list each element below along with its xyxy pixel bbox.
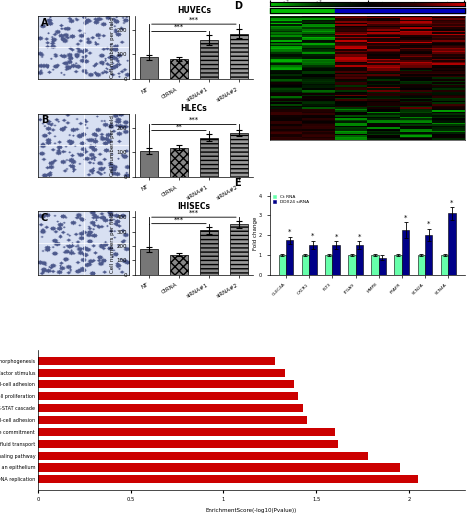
Text: ***: *** — [189, 117, 199, 123]
Text: **: ** — [175, 123, 182, 129]
Bar — [140, 151, 158, 177]
Bar — [38, 380, 294, 389]
Bar — [400, 8, 432, 13]
Text: *: * — [450, 200, 454, 206]
Bar — [230, 34, 248, 79]
Bar — [38, 416, 307, 424]
Text: si-2: si-2 — [380, 0, 387, 8]
Legend: Ct RNA, DDX24 siRNA: Ct RNA, DDX24 siRNA — [272, 194, 310, 205]
Bar — [38, 404, 303, 412]
Bar — [38, 357, 275, 365]
Text: *: * — [357, 234, 361, 240]
Text: ***: *** — [189, 210, 199, 216]
Bar — [200, 138, 218, 177]
Text: NTC-2: NTC-2 — [313, 0, 324, 8]
Bar — [425, 235, 432, 275]
Bar — [394, 255, 402, 275]
Bar — [432, 8, 465, 13]
Bar — [356, 245, 363, 275]
X-axis label: EnrichmentScore(-log10(Pvalue)): EnrichmentScore(-log10(Pvalue)) — [206, 508, 297, 513]
Bar — [230, 225, 248, 275]
Bar — [270, 8, 302, 13]
Text: C: C — [41, 213, 48, 224]
Y-axis label: Cell numbers per field: Cell numbers per field — [110, 115, 115, 176]
Title: HLECs: HLECs — [181, 104, 207, 113]
Bar — [38, 452, 368, 460]
Text: D: D — [235, 1, 243, 10]
Bar — [302, 8, 335, 13]
Text: ***: *** — [174, 216, 184, 222]
Text: ***: *** — [174, 24, 184, 30]
Text: E: E — [235, 178, 241, 188]
Title: HUVECs: HUVECs — [177, 6, 211, 15]
Text: NTC-1: NTC-1 — [281, 0, 291, 8]
Bar — [38, 428, 335, 436]
Bar — [38, 392, 298, 400]
Bar — [140, 250, 158, 275]
Title: IHISECs: IHISECs — [177, 202, 210, 210]
Bar — [170, 147, 188, 177]
Bar — [302, 255, 309, 275]
Bar — [348, 255, 356, 275]
Bar — [379, 258, 386, 275]
Bar — [367, 8, 400, 13]
Bar — [448, 214, 456, 275]
Bar — [332, 245, 340, 275]
Bar — [402, 230, 409, 275]
Text: ***: *** — [189, 17, 199, 23]
Text: *: * — [334, 234, 337, 240]
Y-axis label: Fold change: Fold change — [253, 216, 257, 250]
Text: *: * — [311, 233, 315, 239]
Bar — [230, 133, 248, 177]
Bar — [335, 8, 367, 13]
Text: si-4: si-4 — [445, 0, 452, 8]
Bar — [371, 255, 379, 275]
Text: si-3: si-3 — [412, 0, 419, 8]
Bar — [200, 40, 218, 79]
Text: A: A — [41, 18, 48, 28]
Bar — [418, 255, 425, 275]
Text: *: * — [427, 221, 430, 227]
Y-axis label: Cell numbers per field: Cell numbers per field — [110, 213, 115, 274]
Bar — [170, 59, 188, 79]
Bar — [309, 245, 317, 275]
Bar — [38, 464, 400, 472]
Bar — [38, 368, 284, 377]
Bar — [38, 440, 338, 448]
Bar — [38, 475, 418, 483]
Text: *: * — [404, 214, 407, 220]
Bar — [441, 255, 448, 275]
Text: si-1: si-1 — [347, 0, 355, 8]
Text: *: * — [288, 229, 292, 235]
Bar — [325, 255, 332, 275]
Bar — [170, 254, 188, 275]
Bar — [286, 240, 293, 275]
Text: B: B — [41, 116, 48, 126]
Bar — [200, 230, 218, 275]
Bar — [140, 57, 158, 79]
Bar — [279, 255, 286, 275]
Y-axis label: Cell numbers per field: Cell numbers per field — [110, 17, 115, 78]
